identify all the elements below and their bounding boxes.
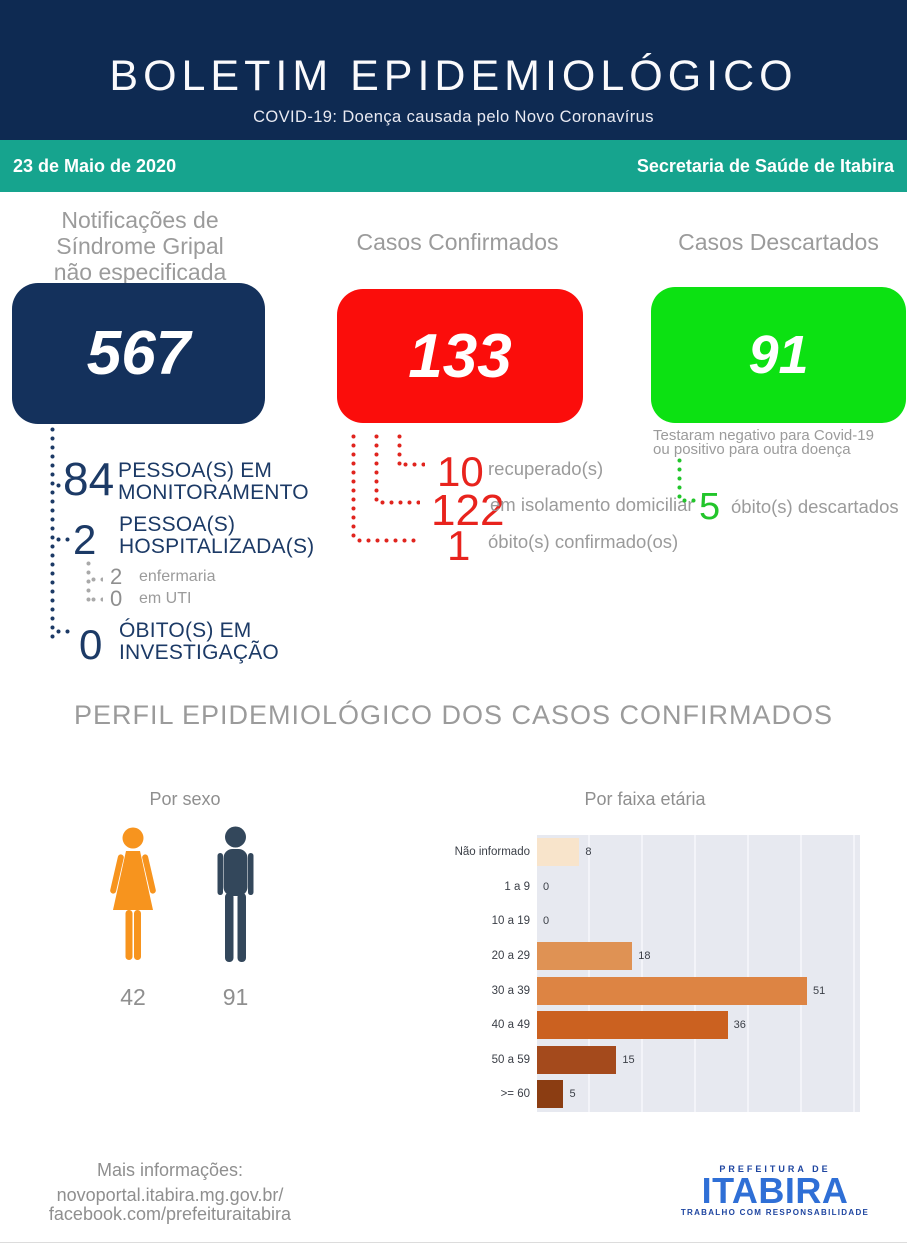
age-chart-row: 36 bbox=[537, 1008, 860, 1043]
age-chart-labels: Não informado 1 a 9 10 a 19 20 a 29 30 a 39 4… bbox=[430, 835, 530, 1112]
icu-label: em UTI bbox=[139, 590, 192, 607]
ward-label: enfermaria bbox=[139, 568, 216, 585]
bulletin-date: 23 de Maio de 2020 bbox=[13, 155, 177, 176]
age-chart-category: 50 a 59 bbox=[491, 1053, 530, 1066]
logo-name-text: ITABIRA bbox=[701, 1170, 849, 1211]
age-chart-bar bbox=[537, 942, 633, 971]
logo-top-text: PREFEITURA DE bbox=[719, 1164, 831, 1174]
age-chart-value: 0 bbox=[543, 880, 550, 893]
discarded-deaths-label: óbito(s) descartados bbox=[731, 496, 899, 517]
notifications-heading: Notificações de Síndrome Gripal não espe… bbox=[53, 207, 227, 285]
red-connector-line-2 bbox=[374, 434, 379, 504]
age-chart-bar bbox=[537, 976, 808, 1005]
red-branch-deaths bbox=[357, 538, 419, 543]
org-name: Secretaria de Saúde de Itabira bbox=[636, 155, 894, 176]
age-chart-bar bbox=[537, 838, 580, 867]
discarded-deaths-value: 5 bbox=[699, 486, 721, 528]
discarded-heading: Casos Descartados bbox=[678, 229, 879, 255]
age-chart-category: Não informado bbox=[454, 846, 530, 859]
confirmed-heading: Casos Confirmados bbox=[356, 229, 559, 255]
male-count: 91 bbox=[222, 984, 249, 1010]
age-chart-row: 18 bbox=[537, 939, 860, 974]
red-branch-isolation bbox=[380, 500, 420, 505]
footer-urls: novoportal.itabira.mg.gov.br/ facebook.c… bbox=[0, 1186, 340, 1224]
gray-branch-icu bbox=[91, 597, 103, 602]
navy-branch-deaths bbox=[56, 629, 71, 634]
notifications-value: 567 bbox=[86, 319, 191, 388]
recovered-value: 10 bbox=[437, 448, 484, 495]
age-chart-row: 8 bbox=[537, 835, 860, 870]
age-chart-value: 36 bbox=[733, 1019, 746, 1032]
age-chart-bar bbox=[537, 1045, 617, 1074]
discarded-value: 91 bbox=[748, 325, 809, 385]
confirmed-deaths-value: 1 bbox=[447, 522, 471, 569]
bottom-divider bbox=[0, 1242, 907, 1243]
green-branch-deaths bbox=[682, 498, 699, 503]
age-chart-category: 20 a 29 bbox=[491, 950, 530, 963]
navy-branch-hospitalized bbox=[56, 537, 71, 542]
age-chart-bar bbox=[537, 1011, 728, 1040]
monitoring-label: PESSOA(S) EM MONITORAMENTO bbox=[118, 459, 309, 504]
gray-branch-ward bbox=[91, 577, 103, 582]
age-chart-category: >= 60 bbox=[500, 1088, 530, 1101]
age-chart-category: 1 a 9 bbox=[504, 880, 530, 893]
confirmed-card: 133 bbox=[337, 289, 583, 423]
age-chart-category: 40 a 49 bbox=[491, 1019, 530, 1032]
by-age-title: Por faixa etária bbox=[584, 789, 706, 809]
red-branch-recovered bbox=[403, 462, 425, 467]
isolation-value: 122 bbox=[431, 486, 505, 535]
age-chart-plot: 8 0 0 18 51 36 15 5 bbox=[537, 835, 860, 1112]
notifications-card: 567 bbox=[12, 283, 265, 424]
by-sex-title: Por sexo bbox=[149, 789, 221, 809]
logo-bottom-text: TRABALHO COM RESPONSABILIDADE bbox=[680, 1208, 870, 1217]
deaths-investigation-value: 0 bbox=[79, 621, 103, 668]
age-chart-row: 51 bbox=[537, 973, 860, 1008]
icu-value: 0 bbox=[110, 586, 123, 611]
ward-value: 2 bbox=[110, 564, 123, 589]
age-chart-value: 51 bbox=[813, 984, 826, 997]
isolation-label: em isolamento domiciliar bbox=[490, 494, 694, 515]
confirmed-deaths-label: óbito(s) confirmado(os) bbox=[488, 531, 679, 552]
profile-title: PERFIL EPIDEMIOLÓGICO DOS CASOS CONFIRMA… bbox=[73, 700, 834, 730]
age-chart-category: 10 a 19 bbox=[491, 915, 530, 928]
discarded-card: 91 bbox=[651, 287, 906, 423]
age-chart-value: 18 bbox=[638, 950, 651, 963]
more-info-label: Mais informações: bbox=[96, 1160, 244, 1180]
age-chart-row: 0 bbox=[537, 870, 860, 905]
itabira-logo: PREFEITURA DE ITABIRA TRABALHO COM RESPO… bbox=[645, 1164, 905, 1217]
discarded-note: Testaram negativo para Covid-19 ou posit… bbox=[653, 427, 874, 458]
facebook-url: facebook.com/prefeituraitabira bbox=[48, 1204, 292, 1224]
age-chart-category: 30 a 39 bbox=[491, 984, 530, 997]
age-chart-row: 5 bbox=[537, 1077, 860, 1112]
green-connector-line bbox=[677, 458, 682, 502]
page-title: BOLETIM EPIDEMIOLÓGICO bbox=[109, 52, 798, 100]
portal-url: novoportal.itabira.mg.gov.br/ bbox=[56, 1185, 284, 1205]
deaths-investigation-label: ÓBITO(S) EM INVESTIGAÇÃO bbox=[119, 619, 279, 664]
age-chart-row: 15 bbox=[537, 1043, 860, 1078]
monitoring-value: 84 bbox=[63, 453, 115, 505]
age-chart-value: 15 bbox=[622, 1053, 635, 1066]
age-chart-row: 0 bbox=[537, 904, 860, 939]
navy-connector-line bbox=[50, 427, 55, 641]
age-chart-value: 8 bbox=[585, 846, 592, 859]
female-count: 42 bbox=[120, 984, 146, 1010]
age-chart: Não informado 1 a 9 10 a 19 20 a 29 30 a 39 4… bbox=[430, 835, 860, 1112]
confirmed-value: 133 bbox=[408, 321, 512, 391]
red-connector-line-1 bbox=[351, 434, 356, 542]
age-chart-bar bbox=[537, 1080, 564, 1109]
male-icon bbox=[217, 826, 254, 962]
gray-connector-line bbox=[86, 561, 91, 602]
hospitalized-label: PESSOA(S) HOSPITALIZADA(S) bbox=[119, 513, 315, 558]
age-chart-value: 0 bbox=[543, 915, 550, 928]
navy-branch-monitoring bbox=[56, 483, 67, 488]
age-chart-value: 5 bbox=[569, 1088, 576, 1101]
header: BOLETIM EPIDEMIOLÓGICO COVID-19: Doença … bbox=[0, 0, 907, 140]
female-icon bbox=[110, 827, 156, 960]
hospitalized-value: 2 bbox=[73, 516, 97, 563]
recovered-label: recuperado(s) bbox=[488, 458, 604, 479]
page-subtitle: COVID-19: Doença causada pelo Novo Coron… bbox=[253, 108, 654, 126]
date-bar: 23 de Maio de 2020 Secretaria de Saúde d… bbox=[0, 140, 907, 192]
red-connector-line-3 bbox=[397, 434, 402, 466]
